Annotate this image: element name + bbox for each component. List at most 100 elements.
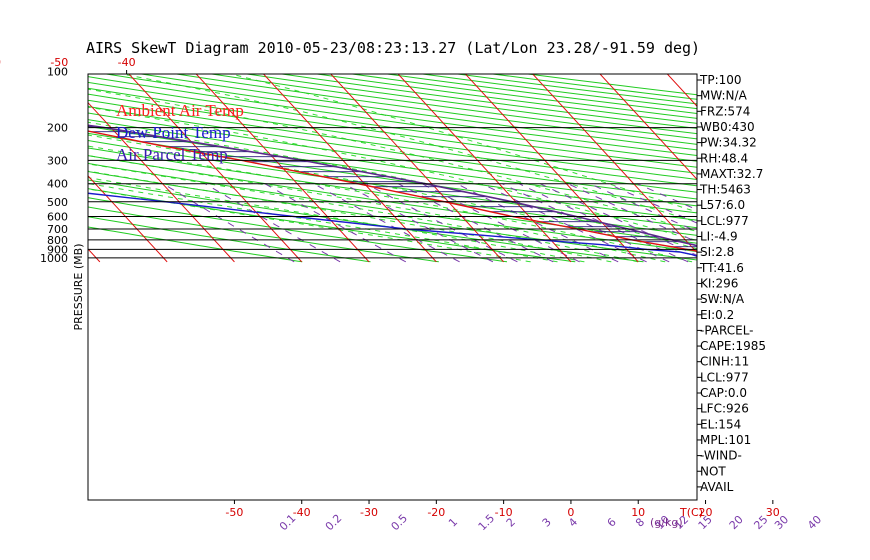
- mixing-ratio-line: [343, 183, 494, 263]
- index-item: MW:N/A: [700, 89, 748, 103]
- mixing-ratio-line: [589, 183, 697, 233]
- bottom-temp-tick-label: 10: [631, 506, 645, 519]
- moist-adiabat: [88, 88, 697, 233]
- index-item: WB0:430: [700, 120, 755, 134]
- dry-adiabat: [88, 81, 697, 168]
- moist-adiabat: [88, 163, 639, 263]
- legend-dewpoint: Dew Point Temp: [116, 123, 231, 142]
- dry-adiabat: [88, 132, 697, 221]
- isobars: [88, 127, 697, 259]
- isotherm--40: [128, 74, 303, 263]
- pressure-tick-label: 900: [47, 243, 68, 256]
- mixing-ratio-line: [365, 183, 518, 263]
- top-temp-tick-label: -40: [118, 56, 136, 69]
- mixing-ratio-label: 1: [446, 515, 460, 529]
- dry-adiabat: [103, 74, 697, 157]
- legend: Ambient Air Temp Dew Point Temp Air Parc…: [116, 101, 244, 164]
- isotherm-30: [599, 74, 697, 181]
- mixing-ratio-label: 0.5: [389, 512, 411, 534]
- pressure-tick-label: 100: [47, 66, 68, 79]
- index-item: L57:6.0: [700, 198, 745, 212]
- dry-adiabat: [488, 74, 697, 100]
- bottom-temp-tick-labels: -50 -40 -30 -20 -10 0 10 20 30 T(C): [225, 500, 780, 519]
- index-item: LCL:977: [700, 214, 749, 228]
- dry-adiabat: [88, 119, 697, 207]
- mixing-ratio-line: [313, 183, 460, 263]
- index-item: NOT: [700, 464, 726, 478]
- pressure-tick-label: 800: [47, 234, 68, 247]
- pressure-tick-label: 500: [47, 196, 68, 209]
- moist-adiabat: [88, 177, 585, 263]
- dry-adiabat: [88, 226, 303, 263]
- mixing-ratio-line: [421, 183, 580, 263]
- index-item: EL:154: [700, 417, 741, 431]
- mixing-ratio-line: [481, 183, 647, 263]
- plot-frame: [87, 73, 698, 501]
- bottom-temp-tick-label: -10: [495, 506, 513, 519]
- bottom-temp-tick-label: -30: [360, 506, 378, 519]
- bottom-temp-tick-label: -40: [293, 506, 311, 519]
- mixing-ratio-line: [264, 183, 407, 263]
- series-dew-point-temp: [88, 192, 697, 257]
- dry-adiabat: [173, 74, 697, 145]
- mixing-ratio-label: 6: [605, 515, 619, 529]
- index-item: RH:48.4: [700, 151, 748, 165]
- index-item: SW:N/A: [700, 292, 745, 306]
- dry-adiabat: [88, 197, 508, 263]
- index-item: LI:-4.9: [700, 230, 738, 244]
- index-item: MAXT:32.7: [700, 167, 763, 181]
- dry-adiabat: [453, 74, 697, 105]
- index-item: CAP:0.0: [700, 386, 747, 400]
- isotherm--10: [330, 74, 505, 263]
- dry-adiabat: [88, 112, 697, 200]
- top-temp-tick-label: -60: [0, 56, 1, 69]
- mixing-ratio-line: [567, 183, 697, 243]
- index-item: LFC:926: [700, 402, 749, 416]
- isotherm--20: [262, 74, 437, 263]
- index-item: AVAIL: [700, 480, 734, 494]
- bottom-temp-tick-label: -50: [225, 506, 243, 519]
- dry-adiabat: [88, 162, 697, 253]
- isotherm-10: [464, 74, 639, 263]
- isotherm-0: [397, 74, 572, 263]
- index-item: CINH:11: [700, 355, 749, 369]
- dry-adiabat: [88, 179, 644, 263]
- legend-ambient: Ambient Air Temp: [116, 101, 244, 120]
- index-item: TH:5463: [699, 183, 751, 197]
- index-item: SI:2.8: [700, 245, 734, 259]
- index-item: TT:41.6: [699, 261, 744, 275]
- sounding-lines: [88, 124, 697, 257]
- plot-area: [88, 74, 697, 263]
- mixing-ratio-line: [162, 183, 295, 263]
- bottom-temp-tick-label: 30: [766, 506, 780, 519]
- index-item: CAPE:1985: [700, 339, 766, 353]
- index-item: -PARCEL-: [700, 323, 754, 337]
- dry-adiabat: [88, 87, 697, 174]
- top-temp-tick-label: -50: [50, 56, 68, 69]
- index-item: EI:0.2: [700, 308, 734, 322]
- pressure-tick-label: 1000: [40, 252, 68, 265]
- moist-adiabat: [88, 188, 531, 263]
- isotherm--60: [88, 175, 168, 263]
- y-axis-label: PRESSURE (MB): [72, 244, 85, 331]
- bottom-temp-tick-label: 0: [567, 506, 574, 519]
- isotherm-40: [666, 74, 697, 108]
- moist-adiabat: [88, 106, 697, 241]
- mixing-ratio-line: [456, 183, 619, 263]
- dry-adiabat: [88, 140, 697, 229]
- bottom-temp-tick-label: 20: [699, 506, 713, 519]
- index-item: MPL:101: [700, 433, 751, 447]
- series-air-parcel-temp: [88, 124, 697, 247]
- mixing-ratio-unit: (g/kg): [650, 516, 683, 529]
- dry-adiabat: [88, 93, 697, 180]
- dry-adiabat: [88, 171, 697, 261]
- index-item: KI:296: [700, 277, 738, 291]
- index-item: LCL:977: [700, 370, 749, 384]
- bottom-temp-tick-label: -20: [427, 506, 445, 519]
- chart-title: AIRS SkewT Diagram 2010-05-23/08:23:13.2…: [86, 39, 700, 57]
- mixing-ratio-line: [204, 183, 341, 263]
- mixing-ratio-label: 20: [727, 513, 746, 532]
